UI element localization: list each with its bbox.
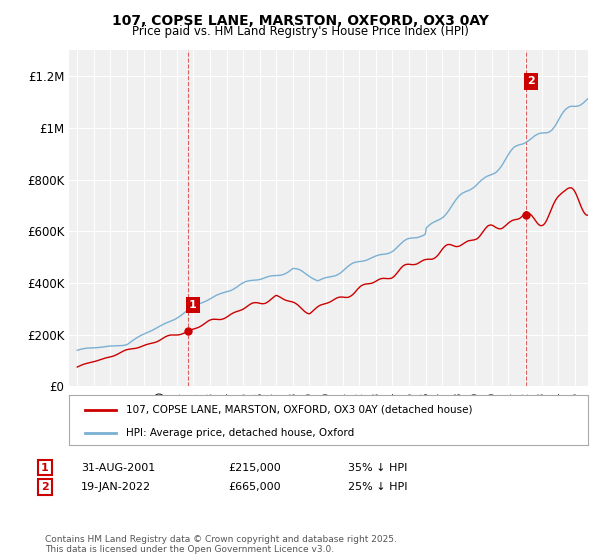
Text: 107, COPSE LANE, MARSTON, OXFORD, OX3 0AY: 107, COPSE LANE, MARSTON, OXFORD, OX3 0A… (112, 14, 488, 28)
Text: 107, COPSE LANE, MARSTON, OXFORD, OX3 0AY (detached house): 107, COPSE LANE, MARSTON, OXFORD, OX3 0A… (126, 405, 473, 415)
Text: £215,000: £215,000 (228, 463, 281, 473)
Text: 25% ↓ HPI: 25% ↓ HPI (348, 482, 407, 492)
Text: 2: 2 (41, 482, 49, 492)
Text: 35% ↓ HPI: 35% ↓ HPI (348, 463, 407, 473)
Text: Price paid vs. HM Land Registry's House Price Index (HPI): Price paid vs. HM Land Registry's House … (131, 25, 469, 38)
Text: Contains HM Land Registry data © Crown copyright and database right 2025.
This d: Contains HM Land Registry data © Crown c… (45, 535, 397, 554)
Text: 1: 1 (41, 463, 49, 473)
Text: 1: 1 (189, 300, 197, 310)
Text: 19-JAN-2022: 19-JAN-2022 (81, 482, 151, 492)
Text: 2: 2 (527, 76, 535, 86)
Text: 31-AUG-2001: 31-AUG-2001 (81, 463, 155, 473)
Text: £665,000: £665,000 (228, 482, 281, 492)
Text: HPI: Average price, detached house, Oxford: HPI: Average price, detached house, Oxfo… (126, 428, 355, 437)
